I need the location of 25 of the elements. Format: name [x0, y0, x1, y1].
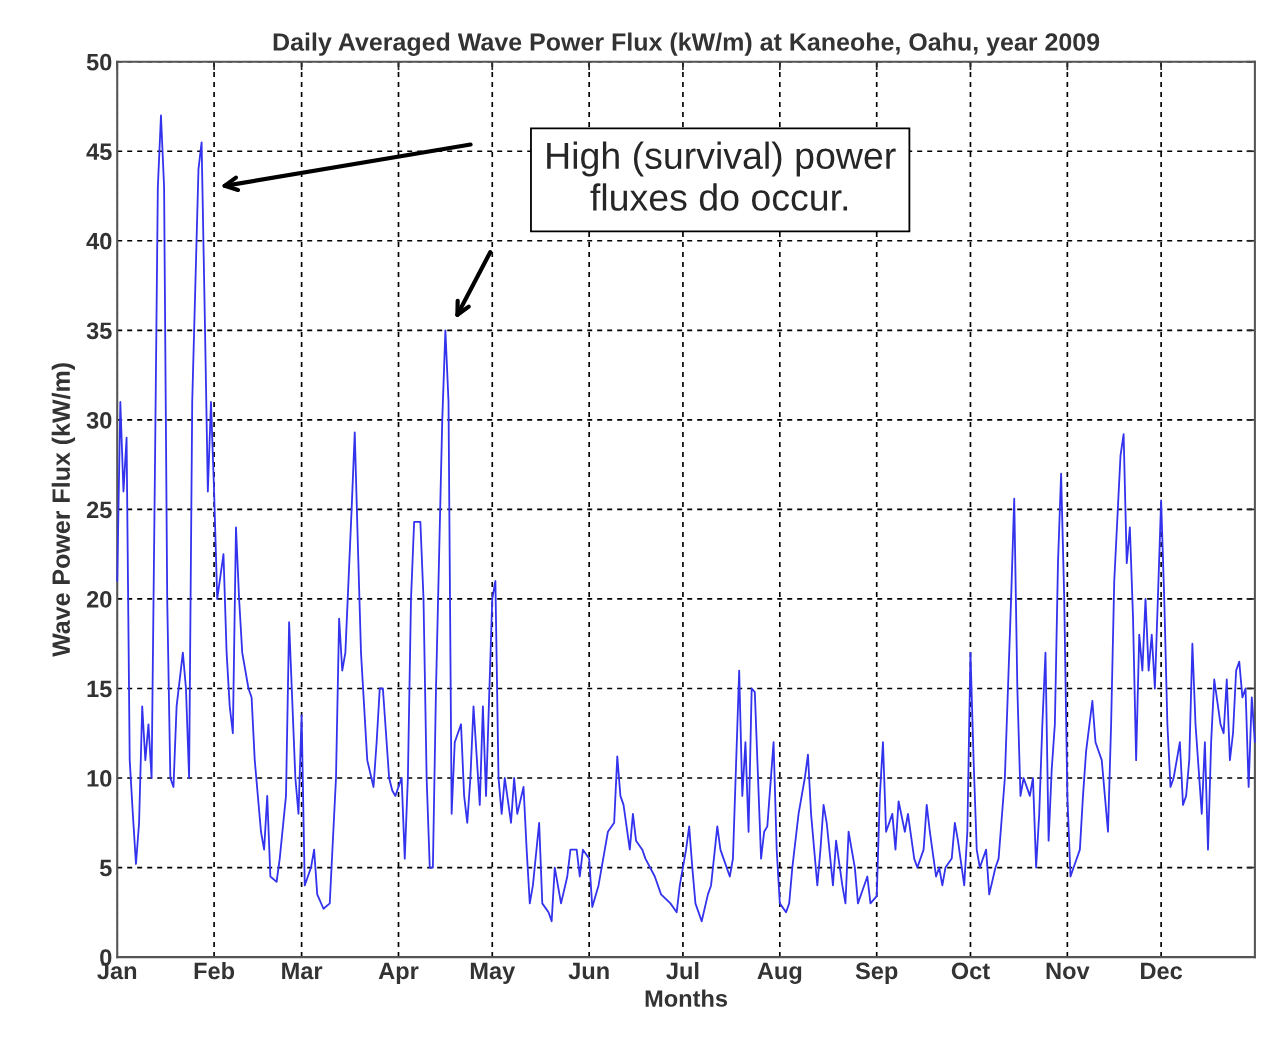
y-tick-label: 5 [99, 859, 112, 877]
chart-title: Daily Averaged Wave Power Flux (kW/m) at Kaneohe, Oahu, year 2009 [273, 32, 1100, 56]
y-axis-title: Wave Power Flux (kW/m) [51, 363, 75, 657]
y-tick-label: 40 [86, 232, 112, 250]
y-tick-label: 35 [86, 322, 112, 340]
y-tick-label: 45 [86, 143, 112, 161]
y-tick-label: 30 [86, 411, 112, 429]
x-tick-label: Dec [1141, 962, 1183, 980]
x-tick-label: Feb [194, 961, 235, 980]
x-tick-label: Mar [282, 962, 323, 980]
x-tick-label: Jun [568, 962, 609, 980]
y-tick-label: 10 [87, 770, 112, 787]
x-axis-title: Months [645, 989, 728, 1007]
x-tick-label: Oct [951, 962, 990, 980]
x-tick-label: May [470, 962, 516, 984]
x-tick-label: Nov [1046, 962, 1090, 980]
y-tick-label: 15 [87, 680, 112, 698]
x-tick-label: Aug [757, 962, 802, 984]
y-tick-label: 20 [86, 591, 112, 608]
annotation: High (survival) power fluxes do occur. [547, 141, 896, 211]
x-tick-label: Sep [855, 962, 898, 984]
y-tick-label: 25 [86, 501, 112, 519]
x-tick-label: Apr [378, 962, 419, 984]
y-tick-label: 50 [86, 53, 112, 71]
x-tick-label: Jul [666, 961, 699, 980]
